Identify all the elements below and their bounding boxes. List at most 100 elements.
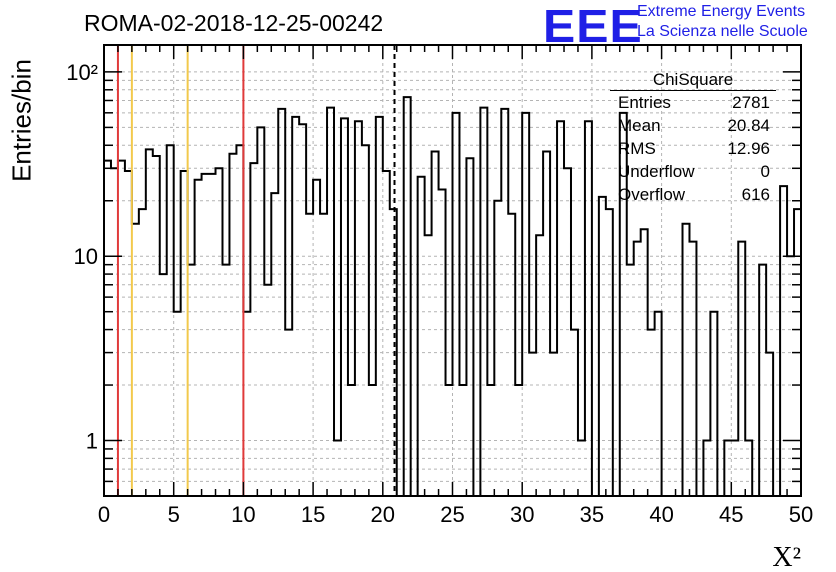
histogram-bin-24 bbox=[271, 193, 278, 496]
stats-row-entries: Entries 2781 bbox=[618, 93, 770, 112]
histogram-bin-50 bbox=[453, 113, 460, 496]
histogram-bin-47 bbox=[432, 152, 439, 496]
x-tick-label: 10 bbox=[231, 502, 255, 527]
histogram-bin-41 bbox=[390, 209, 397, 496]
histogram-bin-91 bbox=[738, 242, 745, 496]
y-tick-label: 10² bbox=[66, 60, 98, 85]
histogram-bin-77 bbox=[641, 229, 648, 496]
stats-row-mean: Mean 20.84 bbox=[618, 116, 770, 135]
histogram-bin-64 bbox=[550, 353, 557, 496]
histogram-bin-0 bbox=[104, 161, 111, 496]
histogram-bin-72 bbox=[606, 209, 613, 496]
x-tick-label: 20 bbox=[371, 502, 395, 527]
histogram-bin-66 bbox=[564, 168, 571, 496]
histogram-bin-22 bbox=[257, 127, 264, 496]
histogram-bin-13 bbox=[195, 180, 202, 496]
histogram-bin-11 bbox=[181, 171, 188, 496]
histogram-bin-79 bbox=[655, 312, 662, 496]
histogram-bin-1 bbox=[111, 168, 118, 496]
histogram-bin-9 bbox=[167, 145, 174, 496]
histogram-bin-58 bbox=[508, 214, 515, 496]
histogram-bin-43 bbox=[404, 97, 411, 496]
histogram-bin-56 bbox=[494, 201, 501, 496]
histogram-series bbox=[104, 96, 801, 497]
histogram-bin-67 bbox=[571, 330, 578, 496]
histogram-bin-45 bbox=[418, 177, 425, 496]
histogram-bin-54 bbox=[480, 108, 487, 496]
histogram-bin-68 bbox=[578, 441, 585, 496]
histogram-bin-97 bbox=[780, 186, 787, 496]
histogram-bin-89 bbox=[724, 441, 731, 496]
x-tick-label: 25 bbox=[440, 502, 464, 527]
histogram-bin-63 bbox=[543, 152, 550, 496]
histogram-bin-32 bbox=[327, 108, 334, 496]
stats-row-overflow: Overflow 616 bbox=[618, 185, 770, 204]
histogram-bin-59 bbox=[515, 385, 522, 496]
histogram-bin-12 bbox=[188, 265, 195, 496]
histogram-bin-31 bbox=[320, 214, 327, 496]
eee-logo: EEE bbox=[543, 0, 643, 52]
histogram-bin-95 bbox=[766, 353, 773, 496]
histogram-bin-21 bbox=[250, 163, 257, 496]
histogram-bin-2 bbox=[118, 161, 125, 496]
histogram-bin-17 bbox=[222, 265, 229, 496]
histogram-bin-20 bbox=[243, 312, 250, 496]
histogram-bin-7 bbox=[153, 156, 160, 496]
x-tick-label: 15 bbox=[301, 502, 325, 527]
run-title: ROMA-02-2018-12-25-00242 bbox=[84, 10, 384, 36]
histogram-bin-5 bbox=[139, 209, 146, 496]
x-tick-label: 50 bbox=[789, 502, 813, 527]
histogram-bin-46 bbox=[425, 235, 432, 496]
histogram-bin-10 bbox=[174, 312, 181, 496]
histogram-bin-29 bbox=[306, 214, 313, 496]
histogram-bin-71 bbox=[599, 197, 606, 496]
histogram-bin-30 bbox=[313, 180, 320, 496]
x-axis-label: X² bbox=[772, 542, 801, 572]
histogram-bin-8 bbox=[160, 274, 167, 496]
logo-line-2: La Scienza nelle Scuole bbox=[637, 23, 808, 40]
histogram-bin-39 bbox=[376, 117, 383, 496]
histogram-bin-92 bbox=[745, 441, 752, 496]
histogram-bin-26 bbox=[285, 330, 292, 496]
stats-row-underflow: Underflow 0 bbox=[618, 162, 770, 181]
histogram-bin-35 bbox=[348, 385, 355, 496]
x-tick-label: 0 bbox=[98, 502, 110, 527]
histogram-bin-57 bbox=[501, 109, 508, 496]
histogram-bin-60 bbox=[522, 113, 529, 496]
histogram-bin-14 bbox=[202, 174, 209, 496]
histogram-bin-4 bbox=[132, 224, 139, 496]
histogram-bin-25 bbox=[278, 109, 285, 496]
histogram-bin-28 bbox=[299, 124, 306, 496]
y-tick-label: 1 bbox=[86, 429, 98, 454]
histogram-bin-69 bbox=[585, 121, 592, 496]
histogram-bin-52 bbox=[466, 158, 473, 496]
histogram-bin-98 bbox=[787, 256, 794, 496]
histogram-bin-75 bbox=[627, 265, 634, 496]
x-tick-label: 30 bbox=[510, 502, 534, 527]
y-tick-label: 10 bbox=[74, 244, 98, 269]
histogram-bin-37 bbox=[362, 145, 369, 496]
histogram-bin-23 bbox=[264, 285, 271, 496]
histogram-bin-83 bbox=[683, 224, 690, 496]
histogram-bin-15 bbox=[209, 174, 216, 496]
histogram-bin-55 bbox=[487, 385, 494, 496]
stats-row-rms: RMS 12.96 bbox=[618, 139, 770, 158]
histogram-bin-34 bbox=[341, 118, 348, 496]
histogram-bin-16 bbox=[216, 168, 223, 496]
histogram-bin-61 bbox=[529, 353, 536, 496]
x-tick-label: 35 bbox=[580, 502, 604, 527]
stats-title: ChiSquare bbox=[610, 70, 776, 91]
histogram-bin-76 bbox=[634, 242, 641, 496]
histogram-bin-19 bbox=[236, 145, 243, 496]
histogram-bin-38 bbox=[369, 385, 376, 496]
histogram-bin-87 bbox=[710, 312, 717, 496]
histogram-bin-18 bbox=[229, 154, 236, 496]
histogram-bin-51 bbox=[459, 385, 466, 496]
histogram-bin-36 bbox=[355, 121, 362, 496]
histogram-bin-3 bbox=[125, 171, 132, 496]
logo-line-1: Extreme Energy Events bbox=[637, 3, 806, 20]
x-tick-label: 45 bbox=[719, 502, 743, 527]
histogram-bin-86 bbox=[703, 441, 710, 496]
histogram-bin-90 bbox=[731, 441, 738, 496]
